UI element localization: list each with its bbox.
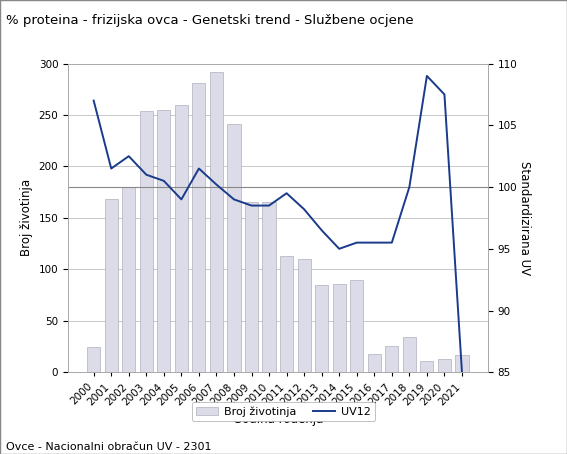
Bar (122, 187, 136, 372)
Bar (385, 345, 399, 372)
Legend: Broj životinja, UV12: Broj životinja, UV12 (192, 402, 375, 421)
Bar (280, 256, 293, 372)
Y-axis label: Broj životinja: Broj životinja (20, 179, 33, 257)
Bar (139, 111, 153, 372)
Bar (368, 354, 381, 372)
Bar (298, 259, 311, 372)
Bar (455, 355, 468, 372)
Bar (157, 110, 171, 372)
Bar (350, 280, 363, 372)
X-axis label: Godina rođenja: Godina rođenja (232, 413, 323, 425)
Bar (263, 202, 276, 372)
Bar (175, 105, 188, 372)
Bar (420, 361, 434, 372)
Bar (105, 199, 118, 372)
Bar (210, 72, 223, 372)
Bar (403, 337, 416, 372)
Text: % proteina - frizijska ovca - Genetski trend - Službene ocjene: % proteina - frizijska ovca - Genetski t… (6, 14, 413, 27)
Bar (245, 202, 258, 372)
Bar (438, 359, 451, 372)
Bar (333, 284, 346, 372)
Bar (192, 83, 205, 372)
Text: Ovce - Nacionalni obračun UV - 2301: Ovce - Nacionalni obračun UV - 2301 (6, 442, 211, 452)
Bar (315, 285, 328, 372)
Bar (227, 124, 240, 372)
Y-axis label: Standardizirana UV: Standardizirana UV (518, 161, 531, 275)
Bar (87, 346, 100, 372)
